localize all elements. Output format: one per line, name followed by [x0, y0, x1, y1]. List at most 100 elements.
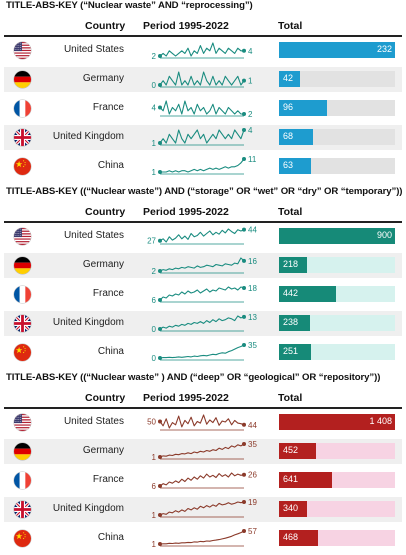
sparkline-start-label: 2 — [152, 267, 157, 276]
sparkline-end-label: 35 — [248, 341, 257, 350]
sparkline-series — [159, 315, 245, 330]
bar-track: 63 — [279, 158, 395, 174]
flag-us-icon — [14, 228, 31, 245]
sparkline-start-point — [158, 455, 162, 459]
header-rule — [4, 221, 402, 223]
sparkline-start-point — [158, 484, 162, 488]
country-name: China — [97, 160, 124, 171]
flag-gb-icon — [14, 501, 31, 518]
total-value-label: 468 — [283, 532, 299, 542]
sparkline-end-label: 18 — [248, 284, 257, 293]
country-name: France — [92, 102, 124, 113]
sparkline-series — [159, 344, 245, 359]
sparkline-start-label: 4 — [152, 104, 157, 113]
total-value-label: 251 — [283, 346, 299, 356]
sparkline-end-point — [242, 78, 246, 83]
country-name: France — [92, 474, 124, 485]
sparkline-start-point — [158, 141, 162, 145]
sparkline-start-point — [158, 356, 162, 360]
sparkline-end-label: 11 — [248, 155, 257, 164]
flag-fr-icon — [14, 286, 31, 303]
sparkline-end-label: 4 — [248, 126, 253, 135]
bar-track: 251 — [279, 344, 395, 360]
sparkline-end-label: 44 — [248, 226, 257, 235]
sparkline: 50 44 — [147, 414, 257, 431]
total-bar — [279, 501, 307, 517]
table-row: France 6 26 641 — [4, 468, 402, 493]
table-row: United States 27 44 900 — [4, 224, 402, 249]
total-value-label: 452 — [283, 445, 299, 455]
sparkline-series — [159, 530, 245, 545]
sparkline: 1 57 — [152, 527, 258, 549]
total-value-label: 68 — [283, 131, 294, 141]
header-country: Country — [85, 206, 126, 218]
sparkline-start-label: 0 — [152, 354, 157, 363]
flag-fr-icon — [14, 100, 31, 117]
flag-de-icon — [14, 257, 31, 274]
table-row: United States 2 4 232 — [4, 38, 402, 63]
flag-de-icon — [14, 71, 31, 88]
country-name: China — [97, 346, 124, 357]
sparkline-start-point — [158, 238, 162, 243]
sparkline-start-point — [158, 269, 162, 273]
total-value-label: 900 — [376, 230, 392, 240]
flag-gb-icon — [14, 315, 31, 332]
bar-track: 238 — [279, 315, 395, 331]
table-row: United Kingdom 1 19 340 — [4, 497, 402, 522]
table-row: China 0 35 251 — [4, 340, 402, 365]
total-bar — [279, 344, 312, 360]
chart-panel-3: TITLE-ABS-KEY ((“Nuclear waste” ) AND (“… — [0, 372, 406, 555]
sparkline-start-point — [158, 170, 162, 174]
sparkline-start-label: 1 — [152, 540, 157, 549]
total-value-label: 1 408 — [369, 416, 392, 426]
total-bar — [279, 286, 336, 302]
total-bar — [279, 530, 318, 546]
total-bar — [279, 158, 311, 174]
sparkline-start-point — [158, 298, 162, 302]
sparkline: 42 — [152, 100, 253, 119]
country-name: United States — [63, 416, 124, 427]
sparkline-series — [159, 129, 245, 144]
total-bar — [279, 42, 395, 58]
sparkline-end-point — [242, 112, 246, 116]
sparkline-start-label: 0 — [152, 81, 157, 90]
sparkline-end-point — [242, 227, 246, 232]
header-period: Period 1995-2022 — [143, 392, 229, 404]
total-bar — [279, 472, 332, 488]
total-bar — [279, 257, 308, 273]
table-row: United States 50 44 1 408 — [4, 410, 402, 435]
panel-title: TITLE-ABS-KEY ((“Nuclear waste”) AND (“s… — [6, 186, 403, 197]
bar-track: 641 — [279, 472, 395, 488]
header-period: Period 1995-2022 — [143, 206, 229, 218]
bar-track: 218 — [279, 257, 395, 273]
total-bar — [279, 100, 327, 116]
sparkline: 111 — [152, 155, 257, 177]
sparkline-start-label: 1 — [152, 511, 157, 520]
sparkline-start-point — [158, 105, 162, 110]
flag-cn-icon — [14, 344, 31, 361]
sparkline-start-label: 27 — [147, 237, 156, 246]
sparkline-series — [159, 42, 244, 57]
table-row: China 1 57 468 — [4, 526, 402, 551]
country-name: United Kingdom — [52, 317, 124, 328]
sparkline-start-label: 1 — [152, 168, 157, 177]
sparkline-end-point — [242, 422, 246, 427]
flag-cn-icon — [14, 158, 31, 175]
sparkline-end-label: 2 — [248, 110, 253, 119]
country-name: United Kingdom — [52, 131, 124, 142]
sparkline-start-label: 1 — [152, 139, 157, 148]
flag-us-icon — [14, 42, 31, 59]
header-rule — [4, 35, 402, 37]
sparkline-series — [160, 158, 245, 173]
bar-track: 452 — [279, 443, 395, 459]
header-total: Total — [278, 392, 303, 404]
sparkline-start-point — [158, 542, 162, 546]
country-name: Germany — [82, 445, 124, 456]
bar-track: 340 — [279, 501, 395, 517]
sparkline-end-point — [242, 343, 246, 347]
country-name: Germany — [82, 259, 124, 270]
bar-track: 900 — [279, 228, 395, 244]
table-row: United Kingdom 0 13 238 — [4, 311, 402, 336]
sparkline-series — [159, 71, 245, 86]
